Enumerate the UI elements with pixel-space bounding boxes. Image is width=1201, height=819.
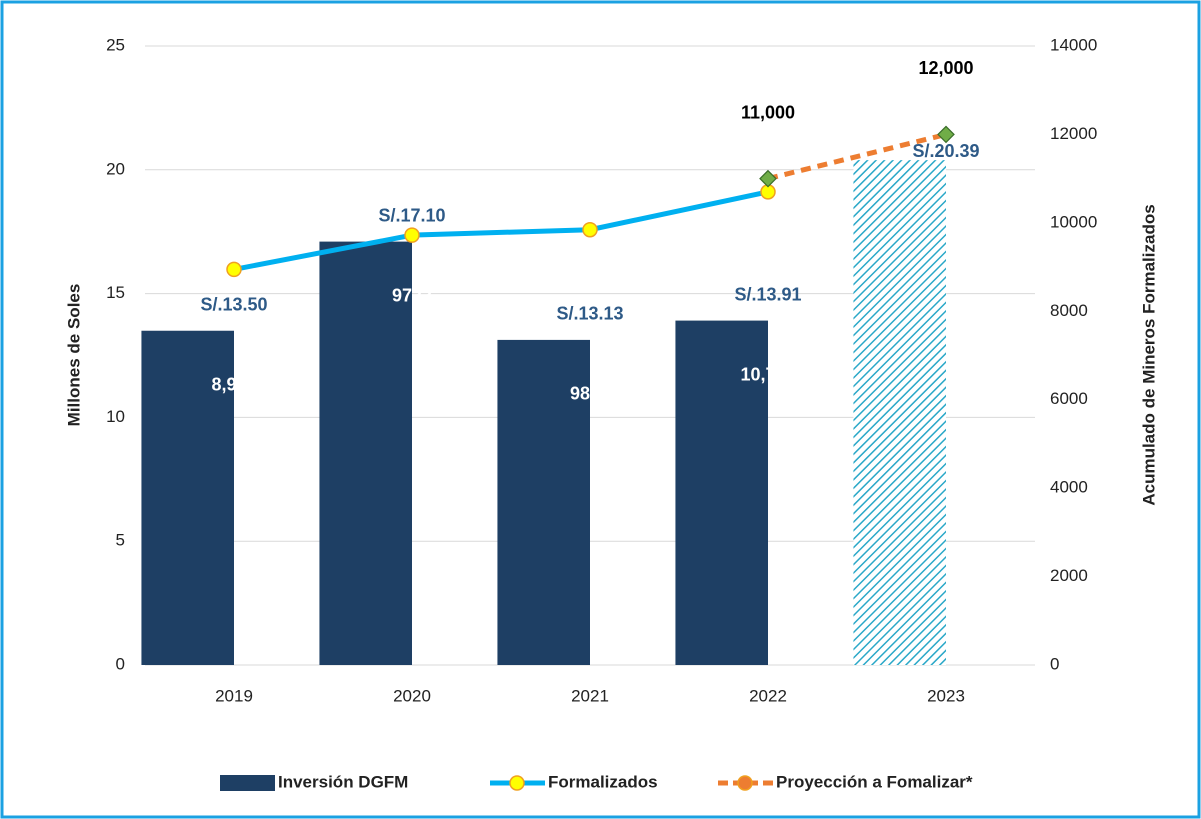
line-value-label: 8,947 <box>211 374 256 394</box>
bar <box>141 330 234 665</box>
x-tick-label: 2021 <box>571 686 609 705</box>
line <box>233 189 769 272</box>
x-tick-label: 2022 <box>749 686 787 705</box>
y2-tick-label: 10000 <box>1050 212 1097 231</box>
line-value-label: 9845 <box>570 384 610 404</box>
x-tick-label: 2023 <box>927 686 965 705</box>
y2-tick-label: 2000 <box>1050 566 1088 585</box>
marker <box>404 227 420 243</box>
bar-value-label: S/.13.50 <box>200 294 267 314</box>
y2-tick-label: 0 <box>1050 654 1059 673</box>
y-tick-label: 0 <box>116 654 125 673</box>
y2-axis-title: Acumulado de Mineros Formalizados <box>1139 204 1158 505</box>
y2-tick-label: 14000 <box>1050 35 1097 54</box>
y-tick-label: 5 <box>116 531 125 550</box>
line-value-label: 10,701 <box>740 364 795 384</box>
legend-label: Inversión DGFM <box>278 772 408 791</box>
marker <box>582 221 598 238</box>
bar <box>497 339 590 665</box>
bar <box>319 241 412 665</box>
y2-tick-label: 12000 <box>1050 124 1097 143</box>
bar <box>675 320 768 665</box>
y2-tick-label: 8000 <box>1050 301 1088 320</box>
y-tick-label: 20 <box>106 159 125 178</box>
legend-marker <box>509 775 525 791</box>
y-tick-label: 25 <box>106 35 125 54</box>
marker <box>226 261 242 278</box>
legend-label: Proyección a Fomalizar* <box>776 772 973 791</box>
line <box>767 132 947 182</box>
x-tick-label: 2019 <box>215 686 253 705</box>
bar-value-label: S/.13.13 <box>556 304 623 324</box>
y-tick-label: 15 <box>106 283 125 302</box>
line-value-label: 11,000 <box>741 102 795 122</box>
marker <box>937 125 955 144</box>
x-tick-label: 2020 <box>393 686 431 705</box>
line-value-label: 9722 <box>392 285 432 305</box>
y-tick-label: 10 <box>106 407 125 426</box>
bar <box>853 160 946 665</box>
bar-value-label: S/.13.91 <box>734 284 801 304</box>
legend-marker <box>737 775 753 791</box>
marker <box>759 169 777 188</box>
y-axis-title: Millones de Soles <box>64 284 83 427</box>
y2-tick-label: 4000 <box>1050 478 1088 497</box>
bar-value-label: S/.20.39 <box>912 141 979 161</box>
legend-label: Formalizados <box>548 772 658 791</box>
line-value-label: 12,000 <box>918 58 973 78</box>
y2-tick-label: 6000 <box>1050 389 1088 408</box>
legend-swatch <box>220 775 275 791</box>
bar-value-label: S/.17.10 <box>378 205 445 225</box>
